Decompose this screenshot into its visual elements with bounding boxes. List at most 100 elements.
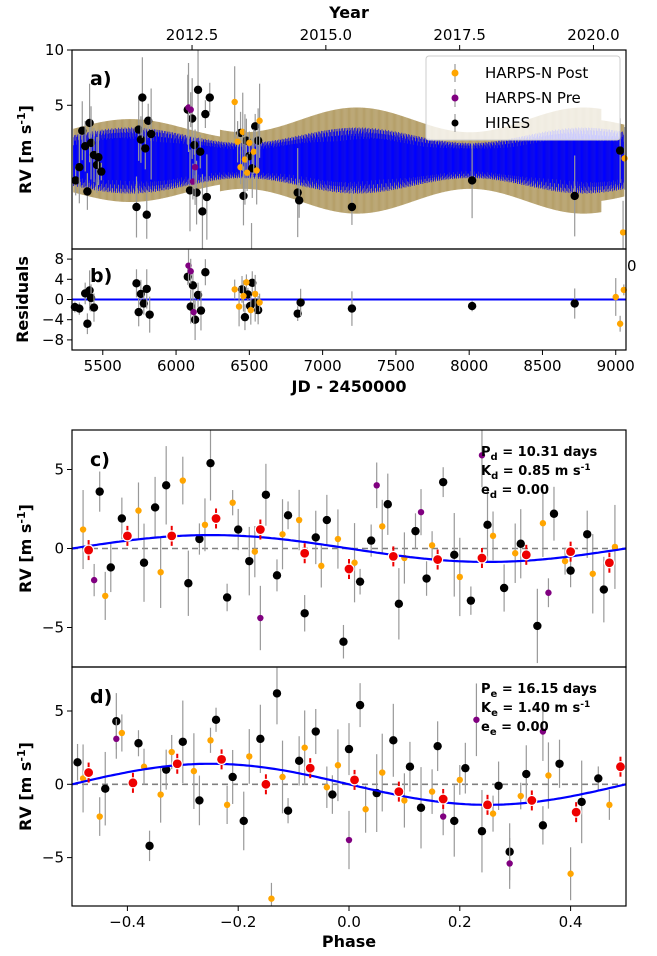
panel-label: d) bbox=[90, 686, 112, 708]
legend-label: HARPS-N Post bbox=[485, 64, 588, 82]
top-x-tick-label: 2012.5 bbox=[166, 26, 219, 44]
panel-b-residuals: −8 −4 0 4 8 5500 6000 6500 7000 7500 8000 8500 9000 0… bbox=[13, 248, 637, 396]
data-point-hires bbox=[106, 563, 115, 572]
data-point-hires bbox=[196, 147, 205, 156]
data-point-hires bbox=[188, 281, 198, 290]
data-point-hires bbox=[185, 186, 195, 195]
data-point-hires bbox=[141, 144, 150, 153]
data-point-harps-post bbox=[235, 303, 243, 310]
panel-a-timeseries: 5 10 2012.5 2015.0 2017.5 2020.0 Year a) RV [m s… bbox=[15, 3, 628, 250]
data-point-harps-post bbox=[243, 279, 250, 286]
data-point-harps-post bbox=[79, 526, 87, 533]
data-point-hires bbox=[89, 303, 99, 312]
data-point-hires bbox=[201, 109, 210, 119]
data-point-hires bbox=[190, 315, 200, 324]
data-point-hires bbox=[86, 138, 96, 148]
binned-point bbox=[603, 557, 615, 569]
data-point-harps-post bbox=[401, 797, 408, 804]
data-point-harps-post bbox=[351, 559, 358, 566]
y-tick-label: 5 bbox=[54, 702, 64, 720]
legend-marker-harps-post bbox=[451, 69, 459, 77]
data-point-harps-post bbox=[168, 748, 175, 756]
data-point-hires bbox=[245, 556, 254, 566]
data-point-harps-post bbox=[428, 542, 436, 549]
data-point-harps-post bbox=[234, 138, 241, 145]
data-point-hires bbox=[344, 744, 354, 754]
data-point-hires bbox=[198, 207, 207, 216]
legend-box bbox=[425, 55, 621, 141]
data-point-hires bbox=[599, 585, 609, 594]
y-tick-label: −5 bbox=[42, 619, 64, 637]
data-point-harps-post bbox=[251, 548, 259, 555]
data-point-hires bbox=[366, 536, 376, 545]
data-point-harps-post bbox=[456, 776, 463, 784]
data-point-hires bbox=[615, 146, 625, 155]
panel-d-phase-fold-e: −5 0 5 −0.4 −0.2 0.0 0.2 0.4 Phase d) RV [m s-1] Pe… bbox=[15, 666, 627, 951]
x-tick-label: 8500 bbox=[523, 357, 561, 375]
data-point-hires bbox=[570, 299, 579, 308]
data-point-hires bbox=[85, 118, 94, 128]
data-point-hires bbox=[145, 841, 154, 851]
data-point-hires bbox=[499, 583, 509, 593]
data-point-harps-post bbox=[589, 570, 596, 577]
data-point-hires bbox=[405, 762, 415, 771]
data-point-hires bbox=[86, 293, 96, 303]
data-point-hires bbox=[533, 621, 542, 631]
binned-point bbox=[387, 550, 399, 563]
data-point-harps-post bbox=[379, 769, 386, 776]
data-point-hires bbox=[97, 167, 106, 176]
binned-point bbox=[171, 758, 183, 770]
data-point-hires bbox=[394, 599, 404, 608]
x-tick-label: 5500 bbox=[84, 357, 122, 375]
data-point-hires bbox=[466, 596, 476, 605]
legend: HARPS-N Post HARPS-N Pre HIRES bbox=[425, 55, 621, 141]
data-point-hires bbox=[78, 126, 87, 135]
data-point-hires bbox=[196, 306, 206, 315]
binned-point bbox=[526, 794, 538, 807]
data-point-harps-post bbox=[512, 550, 519, 557]
binned-point bbox=[83, 766, 95, 779]
data-point-hires bbox=[83, 319, 92, 328]
data-point-harps-post bbox=[295, 516, 303, 524]
data-point-harps-post bbox=[379, 523, 386, 530]
data-point-harps-pre bbox=[187, 268, 194, 275]
binned-point bbox=[343, 563, 355, 575]
y-tick-label: 10 bbox=[45, 41, 64, 59]
data-point-hires bbox=[228, 772, 237, 782]
y-tick-label: 0 bbox=[54, 291, 64, 309]
data-point-harps-post bbox=[334, 762, 342, 769]
param-line: Ke = 1.40 m s-1 bbox=[481, 700, 590, 719]
data-point-hires bbox=[248, 278, 257, 288]
data-point-hires bbox=[272, 689, 282, 698]
data-point-harps-pre bbox=[191, 163, 199, 171]
y-tick-label: 4 bbox=[54, 270, 64, 288]
x-tick-label: 8000 bbox=[450, 357, 488, 375]
data-point-harps-post bbox=[96, 813, 103, 820]
binned-point bbox=[260, 778, 272, 790]
data-point-harps-post bbox=[247, 306, 255, 314]
x-tick-label: 0.4 bbox=[559, 913, 583, 931]
data-point-harps-post bbox=[240, 292, 247, 300]
x-axis-title: Phase bbox=[322, 932, 376, 951]
data-point-harps-post bbox=[250, 148, 257, 155]
data-point-hires bbox=[132, 202, 141, 212]
data-point-harps-post bbox=[256, 117, 263, 124]
data-point-harps-post bbox=[207, 737, 214, 744]
binned-point bbox=[254, 523, 266, 536]
binned-point bbox=[299, 547, 311, 559]
data-point-harps-post bbox=[323, 784, 331, 791]
binned-point bbox=[432, 553, 444, 566]
data-point-harps-post bbox=[489, 532, 497, 540]
binned-point bbox=[304, 762, 316, 774]
data-point-harps-post bbox=[334, 535, 342, 543]
data-point-hires bbox=[293, 188, 302, 197]
data-point-hires bbox=[483, 520, 492, 529]
data-point-harps-post bbox=[190, 767, 198, 775]
data-point-harps-post bbox=[362, 806, 369, 813]
data-point-hires bbox=[272, 571, 282, 580]
data-point-hires bbox=[193, 290, 203, 300]
data-point-hires bbox=[549, 509, 559, 518]
data-point-harps-post bbox=[517, 792, 524, 800]
data-point-harps-pre bbox=[545, 589, 552, 596]
